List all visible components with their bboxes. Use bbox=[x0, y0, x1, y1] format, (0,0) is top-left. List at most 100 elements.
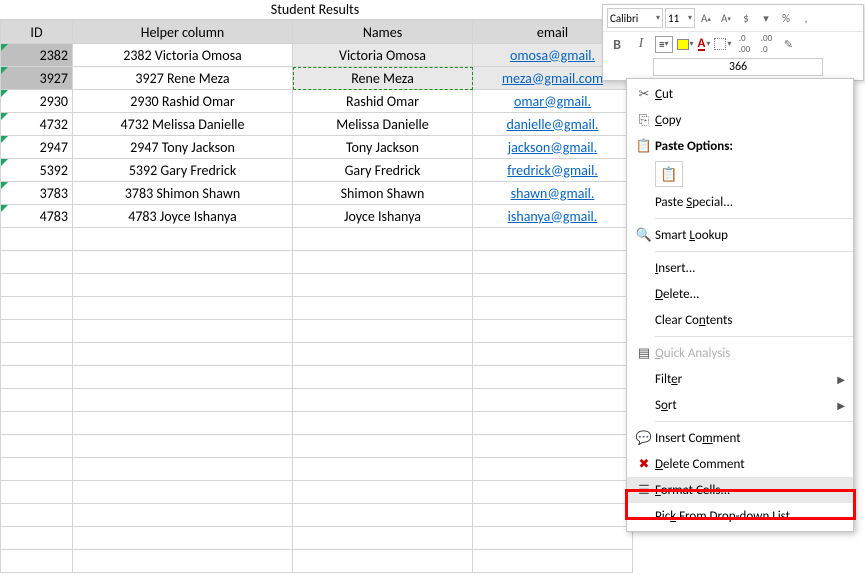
percent-icon[interactable]: % bbox=[777, 9, 795, 27]
border-button[interactable]: ▾ bbox=[714, 38, 731, 50]
menu-quick-analysis: ▤Quick Analysis bbox=[627, 340, 853, 366]
menu-copy[interactable]: ⎘Copy bbox=[627, 107, 853, 133]
fill-color-button[interactable]: ▾ bbox=[677, 39, 694, 50]
decrease-decimal-icon[interactable]: .00.0 bbox=[757, 35, 775, 53]
data-table: ID Helper column Names email 23822382 Vi… bbox=[0, 20, 633, 573]
analysis-icon: ▤ bbox=[633, 346, 655, 361]
table-row[interactable] bbox=[1, 320, 633, 343]
cell-id[interactable]: 4732 bbox=[1, 113, 73, 136]
table-row[interactable]: 47834783 Joyce IshanyaJoyce Ishanyaishan… bbox=[1, 205, 633, 228]
format-icon: ☰ bbox=[633, 483, 655, 498]
cell-helper[interactable]: 2382 Victoria Omosa bbox=[73, 44, 293, 67]
chevron-right-icon: ▶ bbox=[837, 373, 845, 386]
cell-name[interactable]: Melissa Danielle bbox=[293, 113, 473, 136]
table-row[interactable] bbox=[1, 366, 633, 389]
cell-helper[interactable]: 3783 Shimon Shawn bbox=[73, 182, 293, 205]
cell-id[interactable]: 4783 bbox=[1, 205, 73, 228]
cell-helper[interactable]: 4783 Joyce Ishanya bbox=[73, 205, 293, 228]
cell-id[interactable]: 3927 bbox=[1, 67, 73, 90]
cell-email[interactable]: ishanya@gmail. bbox=[473, 205, 633, 228]
cell-id[interactable]: 3783 bbox=[1, 182, 73, 205]
cell-helper[interactable]: 5392 Gary Fredrick bbox=[73, 159, 293, 182]
table-row[interactable]: 39273927 Rene MezaRene Mezameza@gmail.co… bbox=[1, 67, 633, 90]
cut-icon: ✂ bbox=[633, 87, 655, 102]
table-row[interactable] bbox=[1, 412, 633, 435]
menu-cut[interactable]: ✂Cut bbox=[627, 81, 853, 107]
size-select[interactable]: 11▾ bbox=[665, 8, 695, 28]
menu-delete-comment[interactable]: ✖Delete Comment bbox=[627, 451, 853, 477]
table-row[interactable] bbox=[1, 274, 633, 297]
table-row[interactable] bbox=[1, 481, 633, 504]
table-row[interactable]: 29302930 Rashid OmarRashid Omaromar@gmai… bbox=[1, 90, 633, 113]
table-row[interactable] bbox=[1, 343, 633, 366]
cell-name[interactable]: Rashid Omar bbox=[293, 90, 473, 113]
menu-paste-special[interactable]: Paste Special... bbox=[627, 189, 853, 215]
table-row[interactable]: 47324732 Melissa DanielleMelissa Daniell… bbox=[1, 113, 633, 136]
table-row[interactable] bbox=[1, 504, 633, 527]
menu-pick-list[interactable]: Pick From Drop-down List... bbox=[627, 503, 853, 529]
cell-id[interactable]: 2947 bbox=[1, 136, 73, 159]
cell-helper[interactable]: 3927 Rene Meza bbox=[73, 67, 293, 90]
cell-id[interactable]: 2382 bbox=[1, 44, 73, 67]
decrease-font-icon[interactable]: A▾ bbox=[717, 9, 735, 27]
format-painter-icon[interactable]: ✎ bbox=[779, 35, 797, 53]
cell-email[interactable]: danielle@gmail. bbox=[473, 113, 633, 136]
menu-delete[interactable]: Delete... bbox=[627, 281, 853, 307]
table-row[interactable]: 37833783 Shimon ShawnShimon Shawnshawn@g… bbox=[1, 182, 633, 205]
paste-default-icon[interactable]: 📋 bbox=[655, 161, 683, 187]
menu-insert[interactable]: Insert... bbox=[627, 255, 853, 281]
table-row[interactable]: 53925392 Gary FredrickGary Fredrickfredr… bbox=[1, 159, 633, 182]
header-id[interactable]: ID bbox=[1, 21, 73, 44]
chevron-right-icon: ▶ bbox=[837, 399, 845, 412]
font-select[interactable]: Calibri▾ bbox=[607, 8, 663, 28]
italic-button[interactable]: I bbox=[631, 35, 651, 53]
cell-name[interactable]: Joyce Ishanya bbox=[293, 205, 473, 228]
header-names[interactable]: Names bbox=[293, 21, 473, 44]
cell-name[interactable]: Rene Meza bbox=[293, 67, 473, 90]
table-row[interactable] bbox=[1, 435, 633, 458]
menu-filter[interactable]: Filter▶ bbox=[627, 366, 853, 392]
comma-icon[interactable]: , bbox=[797, 9, 815, 27]
menu-sort[interactable]: Sort▶ bbox=[627, 392, 853, 418]
currency-icon[interactable]: $ bbox=[737, 9, 755, 27]
table-row[interactable]: 23822382 Victoria OmosaVictoria Omosaomo… bbox=[1, 44, 633, 67]
cell-id[interactable]: 2930 bbox=[1, 90, 73, 113]
cell-email[interactable]: fredrick@gmail. bbox=[473, 159, 633, 182]
increase-font-icon[interactable]: A▴ bbox=[697, 9, 715, 27]
table-row[interactable] bbox=[1, 228, 633, 251]
table-row[interactable] bbox=[1, 527, 633, 550]
paste-icon: 📋 bbox=[633, 139, 655, 154]
cell-helper[interactable]: 4732 Melissa Danielle bbox=[73, 113, 293, 136]
copy-icon: ⎘ bbox=[633, 113, 655, 128]
cell-helper[interactable]: 2930 Rashid Omar bbox=[73, 90, 293, 113]
font-color-button[interactable]: A▾ bbox=[698, 38, 711, 51]
table-row[interactable] bbox=[1, 297, 633, 320]
increase-decimal-icon[interactable]: .0.00 bbox=[735, 35, 753, 53]
cell-name[interactable]: Tony Jackson bbox=[293, 136, 473, 159]
cell-name[interactable]: Victoria Omosa bbox=[293, 44, 473, 67]
table-row[interactable]: 29472947 Tony JacksonTony Jacksonjackson… bbox=[1, 136, 633, 159]
cell-name[interactable]: Shimon Shawn bbox=[293, 182, 473, 205]
menu-smart-lookup[interactable]: 🔍Smart Lookup bbox=[627, 222, 853, 248]
mini-toolbar: Calibri▾ 11▾ A▴ A▾ $ ▾ % , B I ≡▾ ▾ A▾ ▾… bbox=[602, 4, 864, 81]
cell-id[interactable]: 5392 bbox=[1, 159, 73, 182]
cell-helper[interactable]: 2947 Tony Jackson bbox=[73, 136, 293, 159]
menu-insert-comment[interactable]: 💬Insert Comment bbox=[627, 425, 853, 451]
table-row[interactable] bbox=[1, 550, 633, 573]
menu-format-cells[interactable]: ☰Format Cells... bbox=[627, 477, 853, 503]
menu-paste-options: 📋Paste Options: bbox=[627, 133, 853, 159]
sheet-title: Student Results bbox=[0, 0, 630, 20]
cell-name[interactable]: Gary Fredrick bbox=[293, 159, 473, 182]
delete-comment-icon: ✖ bbox=[633, 457, 655, 472]
bold-button[interactable]: B bbox=[607, 35, 627, 53]
header-helper[interactable]: Helper column bbox=[73, 21, 293, 44]
cell-email[interactable]: omar@gmail. bbox=[473, 90, 633, 113]
table-row[interactable] bbox=[1, 389, 633, 412]
table-row[interactable] bbox=[1, 458, 633, 481]
spreadsheet-area: Student Results ID Helper column Names e… bbox=[0, 0, 630, 573]
align-button[interactable]: ≡▾ bbox=[655, 36, 673, 53]
table-row[interactable] bbox=[1, 251, 633, 274]
menu-clear-contents[interactable]: Clear Contents bbox=[627, 307, 853, 333]
cell-email[interactable]: jackson@gmail. bbox=[473, 136, 633, 159]
cell-email[interactable]: shawn@gmail. bbox=[473, 182, 633, 205]
